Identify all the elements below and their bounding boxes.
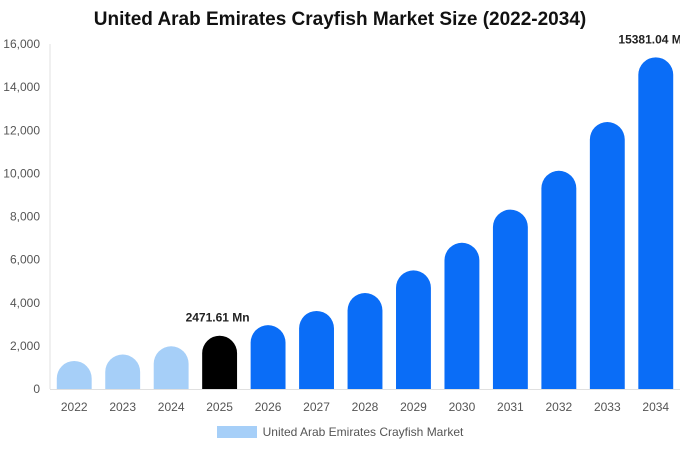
- x-tick-label: 2033: [594, 400, 621, 414]
- y-tick-label: 12,000: [3, 123, 40, 137]
- bar-2030[interactable]: [444, 242, 480, 389]
- x-tick-label: 2023: [109, 400, 136, 414]
- x-tick-label: 2029: [400, 400, 427, 414]
- bar-2022[interactable]: [56, 360, 92, 389]
- x-tick-label: 2024: [158, 400, 185, 414]
- x-tick-label: 2022: [61, 400, 88, 414]
- legend-swatch: [216, 426, 257, 438]
- y-tick-label: 14,000: [3, 80, 40, 94]
- bar-2026[interactable]: [250, 325, 286, 389]
- bar-2032[interactable]: [541, 170, 577, 389]
- legend[interactable]: United Arab Emirates Crayfish Market: [0, 425, 680, 439]
- bar-2025[interactable]: [202, 335, 238, 389]
- legend-label: United Arab Emirates Crayfish Market: [262, 425, 464, 439]
- x-tick-label: 2028: [352, 400, 379, 414]
- bar-2031[interactable]: [492, 209, 528, 389]
- x-tick-label: 2031: [497, 400, 524, 414]
- y-tick-label: 4,000: [10, 296, 40, 310]
- bar-2028[interactable]: [347, 293, 383, 389]
- chart-title: United Arab Emirates Crayfish Market Siz…: [93, 9, 587, 30]
- bar-2033[interactable]: [589, 122, 625, 389]
- y-tick-label: 10,000: [3, 166, 40, 180]
- data-label-2025: 2471.61 Mn: [186, 311, 250, 325]
- y-tick-label: 8,000: [10, 210, 40, 224]
- bars: [56, 57, 674, 390]
- x-tick-label: 2034: [642, 400, 669, 414]
- y-tick-label: 0: [33, 382, 40, 396]
- y-axis: 0 2,000 4,000 6,000 8,000 10,000 12,000 14,000 1…: [3, 37, 51, 396]
- x-tick-label: 2032: [545, 400, 572, 414]
- x-tick-label: 2025: [206, 400, 233, 414]
- y-tick-label: 2,000: [10, 339, 40, 353]
- data-labels: 2471.61 Mn 15381.04 Mn: [186, 32, 680, 324]
- bar-2023[interactable]: [105, 354, 141, 390]
- x-tick-label: 2027: [303, 400, 330, 414]
- bar-2024[interactable]: [153, 346, 189, 389]
- bar-2034[interactable]: [638, 57, 674, 389]
- y-tick-label: 16,000: [3, 37, 40, 51]
- data-label-2034: 15381.04 Mn: [618, 32, 680, 46]
- bar-2027[interactable]: [299, 310, 334, 389]
- y-tick-label: 6,000: [10, 253, 40, 267]
- x-tick-label: 2030: [449, 400, 476, 414]
- x-tick-label: 2026: [255, 400, 282, 414]
- bar-2029[interactable]: [396, 270, 431, 389]
- x-axis: 2022 2023 2024 2025 2026 2027 2028 2029 2030 2031…: [50, 389, 680, 414]
